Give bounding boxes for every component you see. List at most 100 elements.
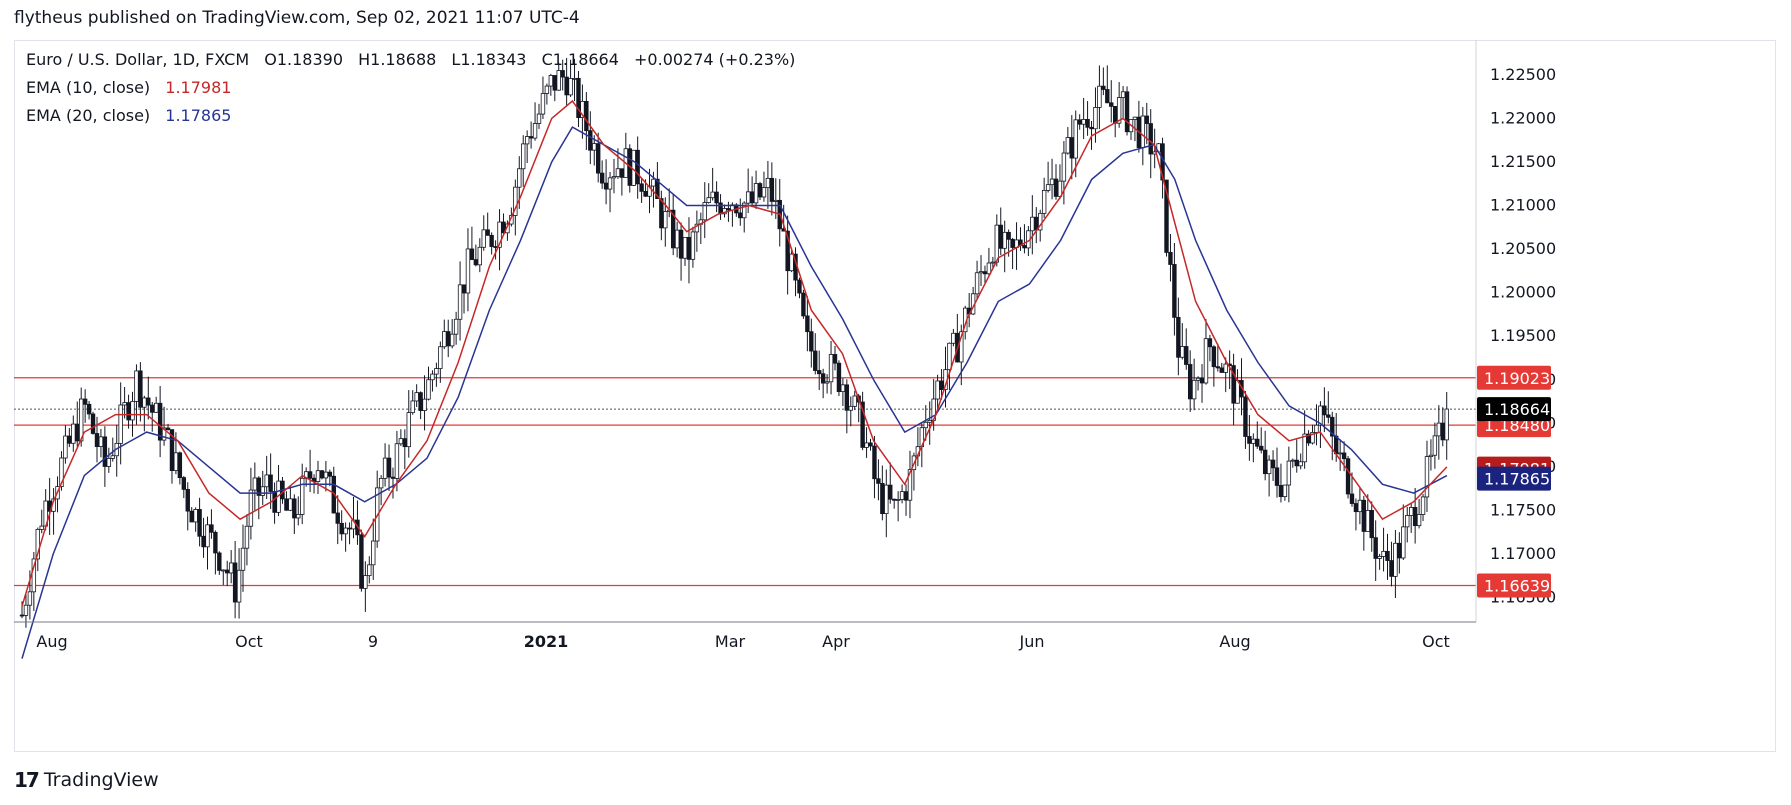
- candle-body: [252, 477, 258, 491]
- candle-body: [161, 427, 167, 441]
- candle-body: [434, 368, 439, 375]
- x-tick-label: 9: [368, 632, 378, 651]
- candle-body: [852, 395, 857, 407]
- candle-body: [284, 498, 289, 511]
- candle-body: [1223, 363, 1228, 373]
- candle-body: [1330, 416, 1335, 437]
- candle-body: [442, 331, 447, 348]
- candle-body: [268, 474, 273, 492]
- candle-body: [1243, 396, 1248, 437]
- candle-body: [378, 477, 384, 489]
- candle-body: [1211, 346, 1217, 368]
- candle-body: [663, 211, 668, 229]
- candle-body: [71, 423, 76, 444]
- candle-body: [1381, 550, 1386, 557]
- legend-open: O1.18390: [264, 50, 344, 69]
- candle-body: [702, 202, 707, 221]
- candle-body: [382, 457, 388, 479]
- candle-body: [1420, 496, 1426, 515]
- candle-body: [323, 471, 329, 479]
- candle-body: [418, 392, 423, 411]
- candle-body: [1093, 107, 1098, 130]
- candle-body: [694, 223, 700, 233]
- candle-body: [371, 540, 376, 566]
- candle-body: [398, 438, 404, 445]
- candle-body: [560, 70, 565, 78]
- candle-body: [272, 491, 277, 513]
- candle-body: [157, 402, 163, 441]
- candle-body: [1405, 515, 1410, 528]
- candle-body: [888, 484, 893, 500]
- candle-body: [1428, 454, 1434, 457]
- candle-body: [556, 70, 561, 91]
- candle-body: [260, 486, 265, 496]
- candle-body: [564, 76, 569, 96]
- candle-body: [390, 476, 396, 479]
- candle-body: [209, 524, 214, 533]
- candle-body: [935, 380, 940, 400]
- candle-body: [1326, 414, 1331, 418]
- candle-body: [1353, 503, 1359, 513]
- candle-body: [635, 149, 640, 185]
- candle-body: [891, 498, 897, 501]
- candle-body: [1361, 499, 1367, 532]
- candle-body: [718, 202, 723, 215]
- candle-body: [473, 259, 479, 266]
- candle-body: [1057, 180, 1063, 197]
- candle-body: [1089, 126, 1094, 130]
- candle-body: [536, 113, 542, 124]
- candle-body: [1124, 91, 1130, 133]
- candle-body: [221, 569, 226, 572]
- candle-body: [1393, 542, 1398, 577]
- candle-body: [1097, 85, 1102, 108]
- legend-ema20: EMA (20, close) 1.17865: [26, 106, 231, 125]
- legend-ema20-value: 1.17865: [165, 106, 232, 125]
- legend-ohlc: Euro / U.S. Dollar, 1D, FXCM O1.18390 H1…: [26, 50, 795, 69]
- candle-body: [1140, 115, 1146, 148]
- candle-body: [607, 177, 613, 190]
- candle-body: [840, 384, 846, 392]
- candle-body: [844, 384, 850, 411]
- candle-body: [406, 412, 411, 448]
- candle-body: [1030, 216, 1035, 232]
- candle-body: [1069, 137, 1074, 159]
- candle-body: [595, 143, 601, 174]
- candle-body: [225, 569, 230, 574]
- candle-body: [1053, 178, 1059, 197]
- candle-body: [319, 470, 325, 479]
- candle-body: [899, 491, 905, 500]
- candle-body: [828, 354, 834, 383]
- candle-body: [1168, 252, 1173, 265]
- candle-body: [240, 547, 246, 571]
- candle-body: [947, 342, 952, 371]
- legend-ema10: EMA (10, close) 1.17981: [26, 78, 231, 97]
- y-tick-label: 1.20500: [1490, 239, 1556, 258]
- candle-body: [864, 442, 869, 448]
- candle-body: [296, 514, 301, 519]
- candle-body: [1266, 459, 1272, 475]
- candle-body: [524, 136, 530, 145]
- chart-panel: [14, 40, 1776, 752]
- legend-change: +0.00274 (+0.23%): [634, 50, 796, 69]
- candle-body: [110, 455, 115, 459]
- candle-body: [1010, 238, 1015, 248]
- candle-body: [761, 187, 767, 198]
- candle-body: [1322, 405, 1327, 416]
- candle-body: [1002, 231, 1007, 249]
- candle-body: [228, 562, 234, 574]
- candle-body: [1274, 467, 1280, 486]
- candle-body: [457, 284, 463, 320]
- candle-body: [1401, 526, 1406, 559]
- candle-body: [1164, 179, 1169, 253]
- price-chart[interactable]: 1.22500 1.22000 1.21500 1.21000 1.20500 1.200…: [14, 40, 1776, 752]
- candle-body: [521, 143, 526, 170]
- candle-body: [86, 403, 92, 415]
- candle-body: [517, 168, 522, 188]
- candle-body: [1349, 493, 1355, 504]
- candle-body: [232, 562, 238, 603]
- candle-body: [1424, 456, 1430, 498]
- candle-body: [315, 470, 321, 482]
- candle-body: [1101, 85, 1106, 90]
- ema-lines: [21, 99, 1448, 659]
- candle-body: [410, 400, 415, 414]
